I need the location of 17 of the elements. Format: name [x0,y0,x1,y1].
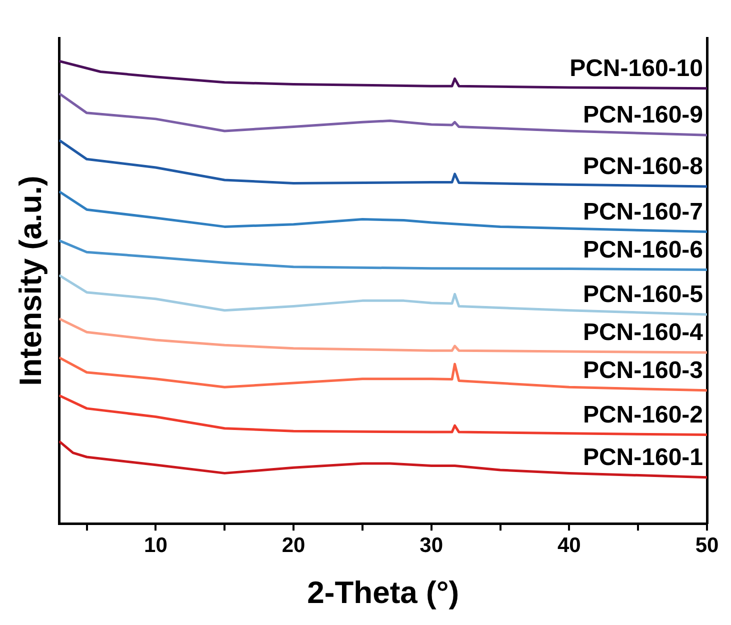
series-label: PCN-160-7 [582,198,703,226]
x-tick-label: 50 [695,534,719,557]
series-label: PCN-160-3 [582,357,703,384]
x-tick-label: 40 [557,534,581,557]
x-tick-label: 20 [282,534,306,557]
x-tick-label: 30 [420,534,444,557]
series-label: PCN-160-1 [582,444,703,471]
series-label: PCN-160-6 [582,236,703,264]
series-label: PCN-160-8 [582,153,703,180]
y-axis-title: Intensity (a.u.) [13,176,48,386]
series-label: PCN-160-10 [570,55,703,82]
series-label: PCN-160-9 [582,102,703,129]
x-tick-label: 10 [144,534,168,557]
x-axis-title: 2-Theta (°) [307,574,460,610]
series-label: PCN-160-2 [582,401,703,428]
series-label: PCN-160-5 [582,281,703,308]
series-label: PCN-160-4 [582,319,704,346]
